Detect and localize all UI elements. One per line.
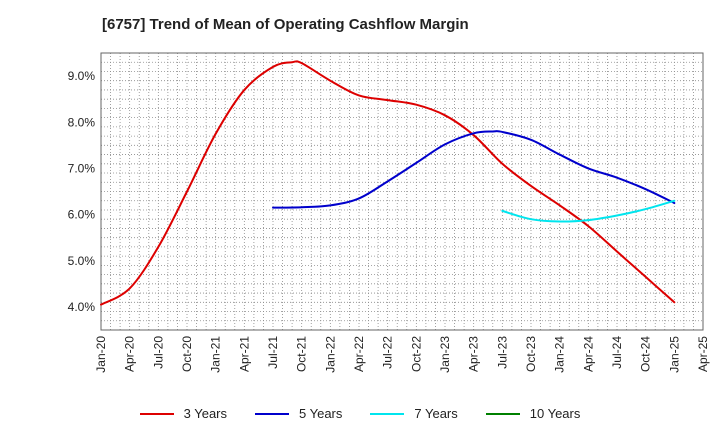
legend-label-10-years: 10 Years <box>529 406 581 421</box>
x-tick-label: Apr-24 <box>581 336 595 372</box>
y-tick-label: 4.0% <box>68 300 96 314</box>
x-tick-label: Jul-24 <box>610 336 624 369</box>
chart-title: [6757] Trend of Mean of Operating Cashfl… <box>102 16 469 33</box>
y-tick-label: 9.0% <box>68 69 96 83</box>
legend-label-5-years: 5 Years <box>299 406 343 421</box>
legend-item-3-years: 3 Years <box>139 406 227 421</box>
x-tick-label: Oct-23 <box>524 336 538 372</box>
x-tick-label: Oct-24 <box>639 336 653 372</box>
x-tick-label: Apr-20 <box>123 336 137 372</box>
series-line-7-years <box>501 199 676 223</box>
y-tick-label: 8.0% <box>68 115 96 129</box>
x-tick-label: Apr-23 <box>467 336 481 372</box>
x-tick-label: Apr-25 <box>696 336 710 372</box>
x-tick-label: Jul-21 <box>266 336 280 369</box>
x-tick-label: Oct-21 <box>295 336 309 372</box>
x-tick-label: Jan-25 <box>667 336 681 373</box>
series-line-5-years <box>272 130 676 209</box>
x-tick-label: Apr-21 <box>237 336 251 372</box>
x-tick-label: Jan-20 <box>94 336 108 373</box>
y-tick-label: 7.0% <box>68 161 96 175</box>
x-tick-label: Jan-21 <box>209 336 223 373</box>
legend-swatch-5-years <box>255 412 289 415</box>
x-tick-label: Jan-24 <box>553 336 567 373</box>
series-line-3-years <box>100 60 676 306</box>
x-tick-label: Oct-22 <box>409 336 423 372</box>
legend-item-10-years: 10 Years <box>485 406 581 421</box>
x-tick-label: Jul-22 <box>381 336 395 369</box>
x-tick-label: Jul-20 <box>151 336 165 369</box>
x-tick-label: Jan-22 <box>323 336 337 373</box>
legend-label-3-years: 3 Years <box>183 406 227 421</box>
x-tick-label: Oct-20 <box>180 336 194 372</box>
legend-item-7-years: 7 Years <box>370 406 458 421</box>
legend-label-7-years: 7 Years <box>414 406 458 421</box>
x-tick-label: Jul-23 <box>495 336 509 369</box>
legend-swatch-7-years <box>370 412 405 415</box>
plot-border <box>100 52 704 331</box>
legend-item-5-years: 5 Years <box>255 406 342 421</box>
y-tick-label: 6.0% <box>68 208 96 222</box>
legend-swatch-10-years <box>485 412 520 415</box>
y-tick-label: 5.0% <box>68 254 96 268</box>
x-tick-label: Apr-22 <box>352 336 366 372</box>
x-tick-label: Jan-23 <box>438 336 452 373</box>
chart-legend: 3 Years 5 Years 7 Years 10 Years <box>0 406 720 421</box>
legend-swatch-3-years <box>139 412 174 415</box>
